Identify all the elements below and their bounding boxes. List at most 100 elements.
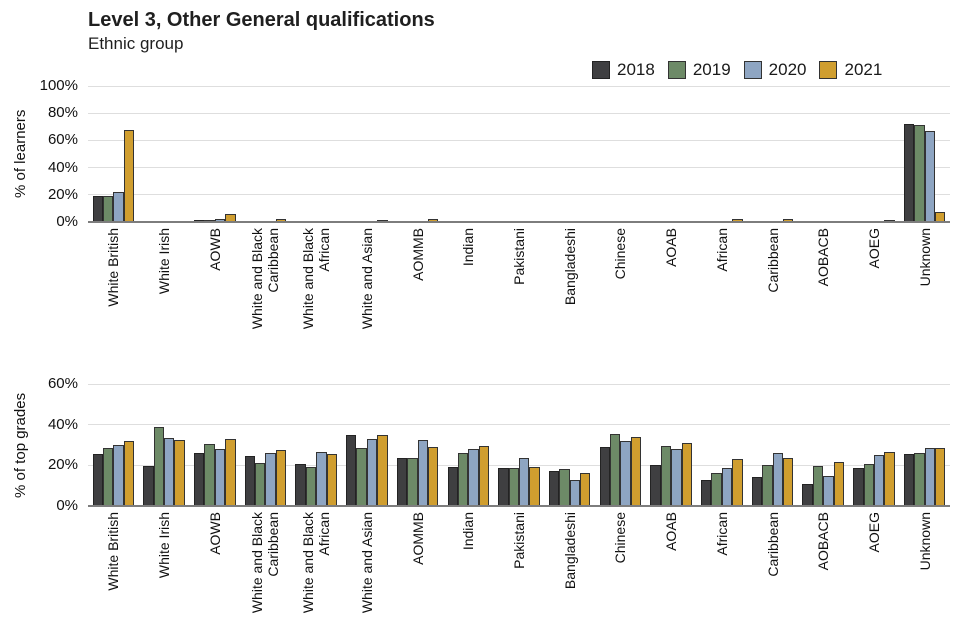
y-tick-label-40: 40% <box>47 415 78 433</box>
bar-2018-cat7 <box>447 467 458 506</box>
bar-2019-cat15 <box>863 464 874 506</box>
learners-plot: 0% 20% 40% 60% 80% 100% <box>40 77 950 230</box>
legend-item-2021: 2021 <box>819 60 882 80</box>
x-tick-label-cat10: Chinese <box>612 228 629 280</box>
bar-2020-cat0 <box>113 445 124 506</box>
bar-2020-cat7 <box>468 449 479 506</box>
bar-2020-cat8 <box>519 458 530 506</box>
x-tick-label-cat9: Bangladeshi <box>561 512 578 590</box>
bar-2019-cat16 <box>914 125 925 222</box>
bar-2018-cat5 <box>346 434 357 506</box>
bar-2019-cat0 <box>102 196 114 222</box>
bar-2019-cat2 <box>204 443 215 506</box>
bar-2020-cat16 <box>924 448 936 506</box>
bar-2018-cat10 <box>599 447 610 506</box>
bar-2018-cat3 <box>244 456 256 506</box>
bar-2021-cat2 <box>225 438 236 506</box>
x-tick-label-cat8: Pakistani <box>511 512 527 569</box>
bar-2021-cat10 <box>630 436 642 506</box>
x-tick-label-cat7: Indian <box>460 228 477 267</box>
bar-2020-cat14 <box>823 475 834 506</box>
x-tick-label-cat3: White and Black Caribbean <box>249 512 282 614</box>
y-axis-label-top-grades: % of top grades <box>12 392 29 498</box>
bar-2020-cat16 <box>924 130 936 222</box>
bar-2018-cat16 <box>903 124 915 222</box>
x-tick-label-cat0: White British <box>105 228 122 307</box>
x-tick-label-cat16: Unknown <box>916 228 933 287</box>
x-tick-label-cat13: Caribbean <box>764 228 781 293</box>
x-tick-label-cat4: White and Black African <box>300 512 333 614</box>
bar-2018-cat8 <box>498 468 509 506</box>
y-tick-label-40: 40% <box>47 158 78 176</box>
bar-2018-cat11 <box>650 465 661 506</box>
x-tick-label-cat6: AOMMB <box>409 512 426 565</box>
y-tick-label-80: 80% <box>47 104 78 122</box>
learners-x-axis-labels: White British White Irish AOWB White and Bl… <box>88 228 950 353</box>
top-grades-plot: 0% 20% 40% 60% <box>48 375 950 514</box>
legend-label-2019: 2019 <box>692 60 731 79</box>
y-tick-label-60: 60% <box>47 131 78 149</box>
bar-2020-cat11 <box>671 449 682 506</box>
bar-2021-cat14 <box>833 462 845 506</box>
bar-2020-cat9 <box>569 479 581 506</box>
bar-2018-cat2 <box>193 453 205 506</box>
bar-2021-cat0 <box>123 440 135 506</box>
bar-2021-cat12 <box>732 459 743 506</box>
x-tick-label-cat16: Unknown <box>916 512 933 571</box>
bar-2019-cat5 <box>356 448 367 506</box>
x-tick-label-cat12: African <box>713 228 730 272</box>
x-tick-label-cat9: Bangladeshi <box>561 228 578 306</box>
x-tick-label-cat1: White Irish <box>156 512 173 579</box>
x-tick-label-cat15: AOEG <box>865 512 882 553</box>
bar-2020-cat2 <box>214 449 226 506</box>
gridline-20 <box>88 194 950 196</box>
bar-2019-cat4 <box>305 467 317 506</box>
bar-2021-cat16 <box>935 448 946 506</box>
legend-label-2020: 2020 <box>768 60 807 79</box>
bar-2019-cat9 <box>559 469 570 506</box>
bar-2020-cat5 <box>366 438 378 506</box>
bar-2021-cat5 <box>377 434 388 506</box>
bar-2021-cat3 <box>275 450 287 506</box>
legend: 2018 2019 2020 2021 <box>592 60 895 80</box>
x-axis-line <box>88 221 950 223</box>
bar-2019-cat1 <box>153 426 165 506</box>
legend-swatch-2020 <box>743 61 762 79</box>
x-tick-label-cat13: Caribbean <box>764 512 781 577</box>
bar-2019-cat3 <box>255 463 266 506</box>
chart-title: Level 3, Other General qualifications <box>88 9 435 31</box>
gridline-60 <box>88 383 950 385</box>
bar-2021-cat6 <box>427 447 439 506</box>
bar-2018-cat4 <box>295 464 306 506</box>
bar-2020-cat0 <box>113 192 124 222</box>
y-tick-label-60: 60% <box>47 375 78 392</box>
bar-2019-cat7 <box>457 453 469 506</box>
x-tick-label-cat1: White Irish <box>156 228 173 295</box>
bar-2018-cat1 <box>143 466 154 506</box>
x-tick-label-cat2: AOWB <box>206 228 223 271</box>
legend-label-2018: 2018 <box>617 60 655 79</box>
bar-2020-cat1 <box>164 437 175 506</box>
gridline-100 <box>88 85 950 87</box>
bar-2018-cat6 <box>396 458 408 506</box>
bar-2021-cat7 <box>478 446 490 506</box>
y-tick-label-20: 20% <box>47 456 78 474</box>
x-tick-label-cat14: AOBACB <box>815 512 832 571</box>
x-tick-label-cat0: White British <box>105 512 122 591</box>
bar-2021-cat4 <box>326 454 337 506</box>
x-tick-label-cat11: AOAB <box>663 512 680 551</box>
bar-2021-cat0 <box>123 129 135 222</box>
bar-2020-cat12 <box>721 468 733 506</box>
bar-2021-cat15 <box>884 452 895 506</box>
x-tick-label-cat4: White and Black African <box>300 228 333 330</box>
bar-2018-cat9 <box>548 471 560 506</box>
x-tick-label-cat10: Chinese <box>612 512 629 564</box>
bar-2019-cat14 <box>812 466 824 506</box>
x-tick-label-cat11: AOAB <box>663 228 680 267</box>
x-tick-label-cat14: AOBACB <box>815 228 832 287</box>
chart-subtitle: Ethnic group <box>88 34 184 53</box>
bar-2019-cat13 <box>762 465 773 506</box>
bar-2018-cat0 <box>92 454 103 506</box>
bar-2018-cat14 <box>802 483 813 506</box>
